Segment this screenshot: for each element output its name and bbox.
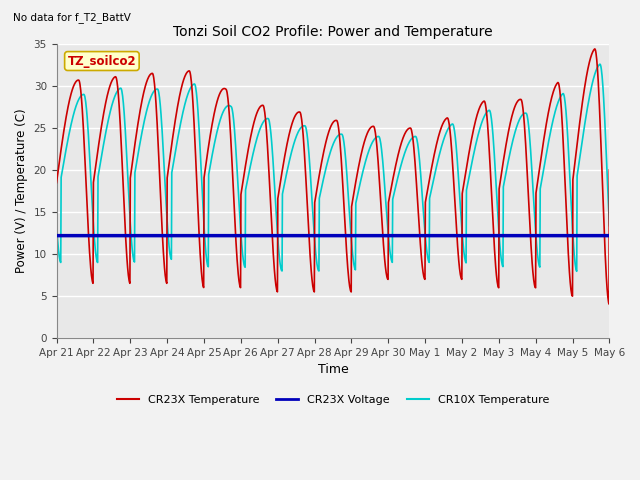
Legend: CR23X Temperature, CR23X Voltage, CR10X Temperature: CR23X Temperature, CR23X Voltage, CR10X …	[113, 391, 554, 410]
Text: TZ_soilco2: TZ_soilco2	[68, 55, 136, 68]
X-axis label: Time: Time	[317, 363, 348, 376]
Text: No data for f_T2_BattV: No data for f_T2_BattV	[13, 12, 131, 23]
Title: Tonzi Soil CO2 Profile: Power and Temperature: Tonzi Soil CO2 Profile: Power and Temper…	[173, 24, 493, 38]
Y-axis label: Power (V) / Temperature (C): Power (V) / Temperature (C)	[15, 109, 28, 274]
